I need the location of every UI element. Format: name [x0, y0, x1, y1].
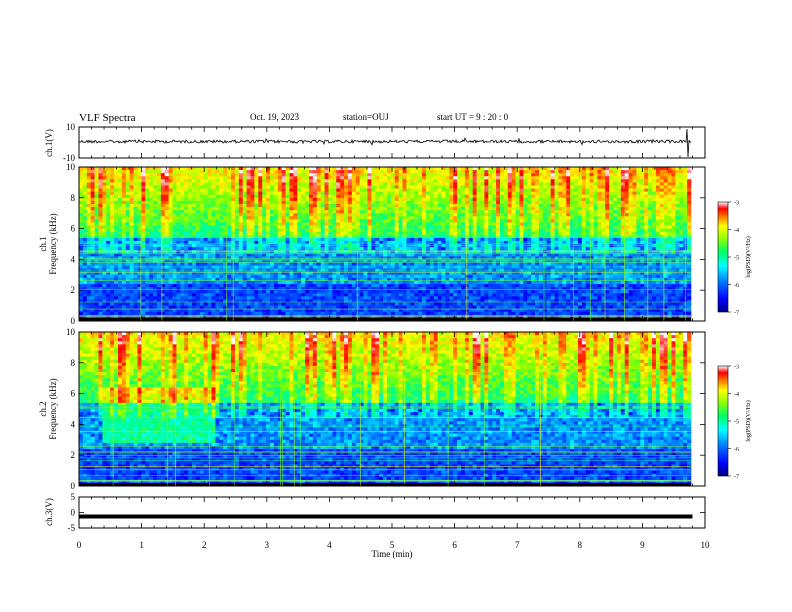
ch2-spec-ytick-label: 6: [71, 389, 76, 399]
x-tick-label: 9: [640, 540, 645, 550]
ch2-spec-ylabel-line1: ch.2: [38, 401, 48, 416]
ch1-spec-ytick-label: 2: [71, 285, 76, 295]
x-tick-label: 2: [202, 540, 207, 550]
x-tick-label: 6: [452, 540, 457, 550]
x-tick-label: 8: [578, 540, 583, 550]
ch2-colorbar-label: log(PSD)(V²/Hz): [745, 400, 752, 441]
ch1-spectrogram: [79, 167, 692, 322]
x-tick-label: 0: [77, 540, 82, 550]
ch2-spectrogram-panel: [78, 331, 706, 487]
start-time-label: start UT = 9 : 20 : 0: [437, 112, 509, 122]
ch1-spec-ytick-label: 8: [71, 193, 76, 203]
colorbar-tick-label: -3: [734, 201, 739, 207]
colorbar-tick-label: -4: [734, 392, 739, 398]
colorbar-tick-label: -4: [734, 228, 739, 234]
ch3-ytick-label: 5: [71, 492, 76, 502]
ch2-spec-ytick-label: 0: [71, 481, 76, 491]
x-tick-label: 7: [515, 540, 520, 550]
colorbar-tick-label: -5: [734, 420, 739, 426]
x-axis-label: Time (min): [372, 549, 413, 559]
colorbar-tick-label: -5: [734, 256, 739, 262]
ch3-ylabel: ch.3(V): [44, 498, 54, 526]
ch1-colorbar: -3 -4 -5 -6 -7 log(PSD)(V²/Hz): [717, 201, 752, 317]
x-tick-label: 3: [265, 540, 270, 550]
ch1-ytick-label: 10: [66, 122, 76, 132]
ch1-waveform-line: [78, 128, 692, 158]
station-label: station=OUJ: [343, 112, 389, 122]
ch1-spec-ylabel-line1: ch.1: [38, 236, 48, 251]
colorbar-tick-label: -7: [734, 475, 739, 481]
ch1-spec-ytick-label: 10: [66, 162, 76, 172]
date-label: Oct. 19, 2023: [250, 112, 299, 122]
chart-title: VLF Spectra: [79, 112, 136, 124]
ch3-ytick-label: -5: [68, 523, 76, 533]
ch1-spec-ytick-label: 0: [71, 316, 76, 326]
ch1-spec-ylabel-line2: Frequency (kHz): [48, 213, 58, 274]
ch1-spec-ytick-label: 6: [71, 224, 76, 234]
ch2-spec-ytick-label: 10: [66, 327, 76, 337]
ch1-spectrogram-panel: [78, 166, 706, 322]
ch3-ytick-label: 0: [71, 508, 76, 518]
x-tick-label: 1: [139, 540, 144, 550]
colorbar-tick-label: -6: [734, 283, 739, 289]
ch1-ytick-label: -10: [63, 153, 75, 163]
ch2-spec-ytick-label: 8: [71, 358, 76, 368]
ch2-spec-ytick-label: 2: [71, 450, 76, 460]
ch2-spec-ylabel-line2: Frequency (kHz): [48, 378, 58, 439]
ch1-colorbar-label: log(PSD)(V²/Hz): [745, 236, 752, 277]
x-tick-label: 5: [390, 540, 395, 550]
x-tick-label: 10: [701, 540, 711, 550]
colorbar-tick-label: -3: [734, 365, 739, 371]
colorbar-tick-label: -6: [734, 447, 739, 453]
colorbar-tick-label: -7: [734, 311, 739, 317]
ch1-spec-ytick-label: 4: [71, 254, 76, 264]
x-tick-label: 4: [327, 540, 332, 550]
ch2-colorbar: -3 -4 -5 -6 -7 log(PSD)(V²/Hz): [717, 365, 752, 481]
ch2-spectrogram: [79, 332, 692, 487]
ch1-ylabel: ch.1(V): [44, 129, 54, 157]
ch3-signal-panel: [78, 496, 706, 529]
ch2-spec-ytick-label: 4: [71, 419, 76, 429]
ch1-waveform-panel: [78, 126, 706, 159]
